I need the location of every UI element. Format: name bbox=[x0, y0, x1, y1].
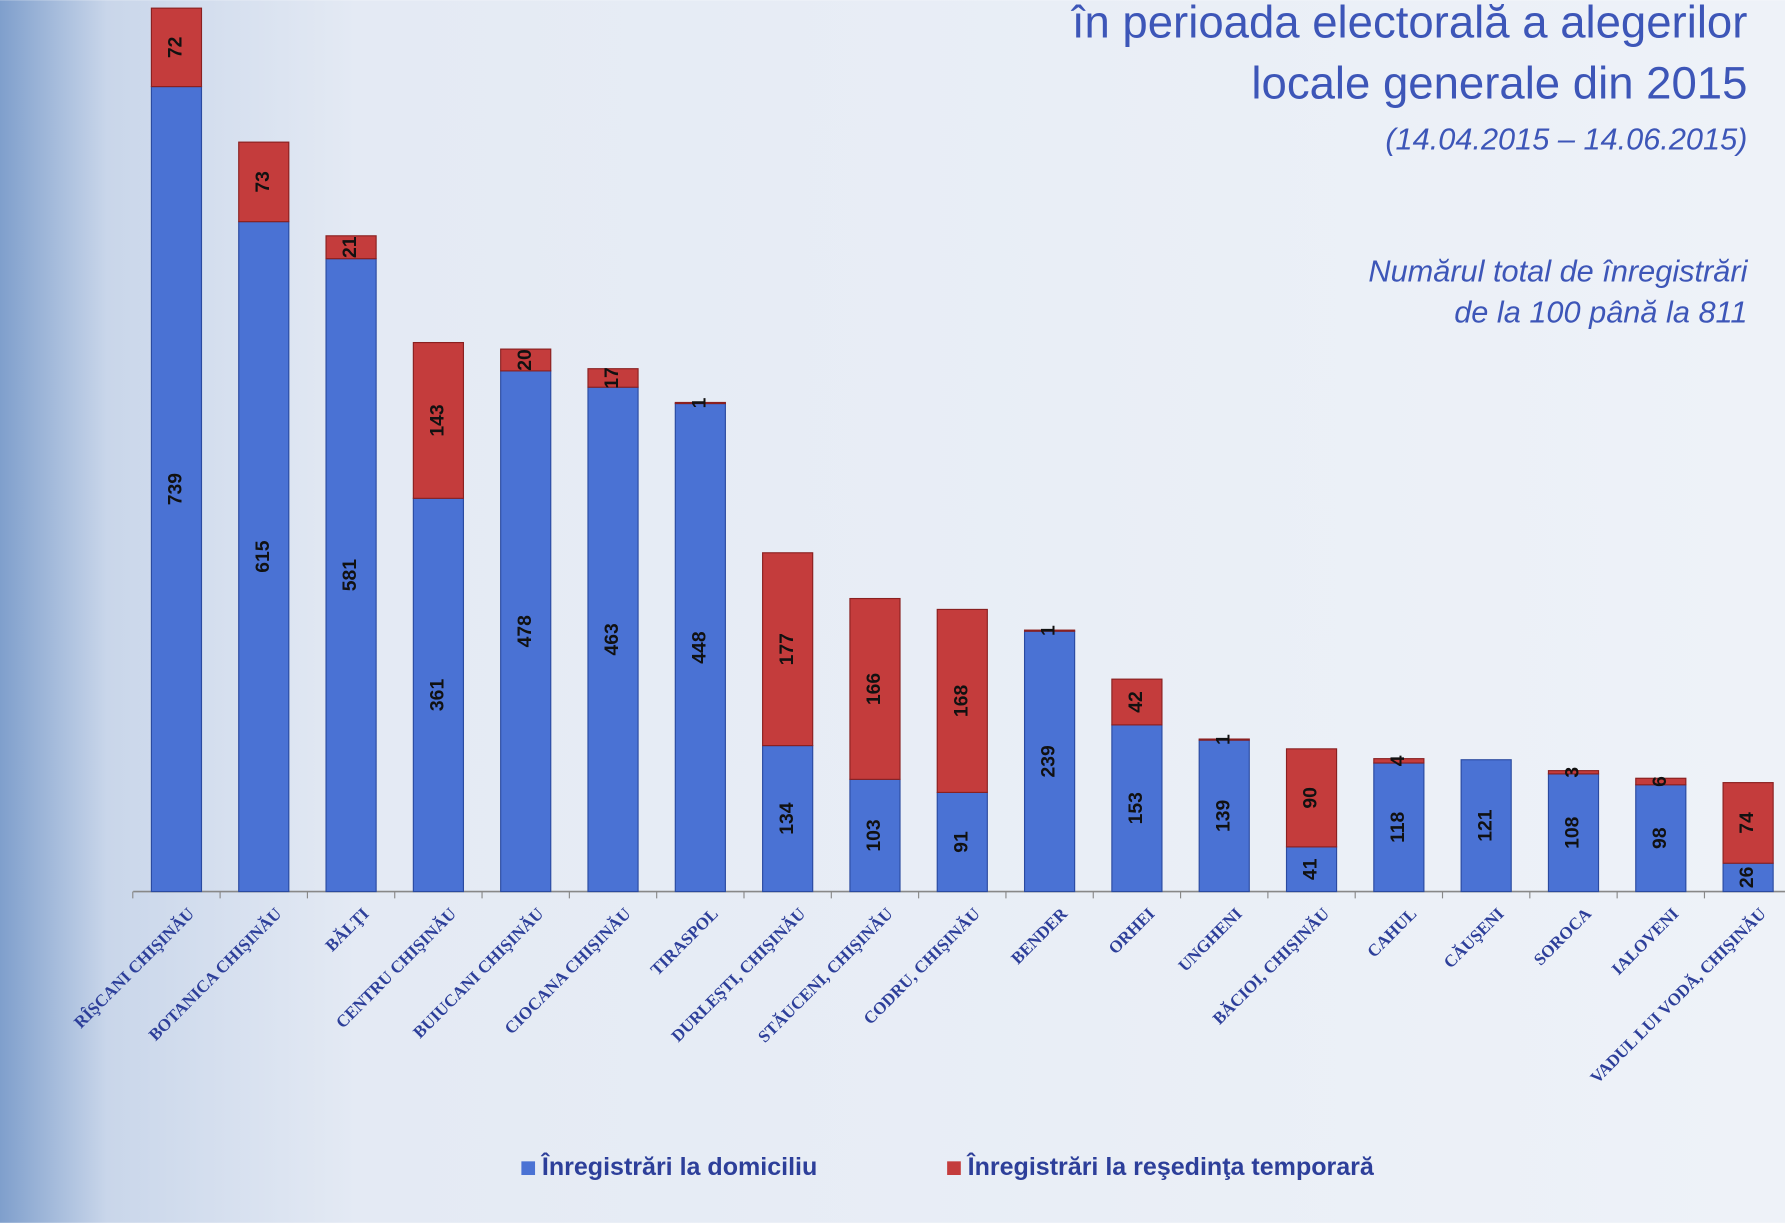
data-label: 168 bbox=[950, 685, 972, 718]
bar-segment bbox=[674, 401, 726, 405]
data-label: 177 bbox=[776, 633, 798, 665]
data-label: 98 bbox=[1649, 827, 1671, 849]
bar-segment bbox=[1285, 846, 1338, 893]
bar-segment bbox=[1373, 762, 1425, 893]
bar-segment bbox=[1373, 758, 1425, 764]
title-line: în perioada electorală a alegerilor bbox=[1071, 0, 1748, 47]
bar-segment bbox=[150, 7, 203, 88]
data-label: 21 bbox=[339, 236, 361, 258]
bar-segment bbox=[238, 141, 290, 223]
bar-segment bbox=[500, 348, 552, 372]
data-label: 121 bbox=[1474, 809, 1496, 842]
bar-segment bbox=[1023, 629, 1076, 632]
bar-segment bbox=[587, 368, 639, 388]
data-label: 166 bbox=[863, 673, 885, 706]
data-label: 73 bbox=[252, 171, 274, 193]
bar-segment bbox=[762, 745, 814, 893]
data-label: 17 bbox=[601, 367, 623, 389]
data-label: 615 bbox=[252, 540, 274, 573]
data-label: 1 bbox=[688, 397, 710, 408]
data-label: 4 bbox=[1387, 755, 1409, 766]
data-label: 1 bbox=[1212, 734, 1234, 745]
bar-segment bbox=[412, 341, 465, 499]
bar-segment bbox=[849, 778, 901, 893]
data-label: 139 bbox=[1212, 799, 1234, 832]
bar-segment bbox=[762, 552, 814, 747]
bar-segment bbox=[1198, 738, 1250, 741]
title-line: locale generale din 2015 bbox=[1251, 58, 1747, 109]
bar-segment bbox=[150, 86, 203, 893]
bar-segment bbox=[1635, 784, 1687, 893]
data-label: 739 bbox=[165, 473, 187, 506]
bar-segment bbox=[1198, 739, 1250, 893]
data-label: 361 bbox=[427, 679, 449, 712]
data-label: 91 bbox=[950, 831, 972, 853]
data-label: 143 bbox=[427, 404, 449, 437]
bar-segment bbox=[674, 402, 726, 893]
data-label: 239 bbox=[1038, 745, 1060, 778]
data-label: 153 bbox=[1125, 792, 1147, 825]
data-label: 3 bbox=[1562, 767, 1584, 778]
data-label: 581 bbox=[339, 559, 361, 592]
data-label: 134 bbox=[776, 802, 798, 835]
data-label: 72 bbox=[165, 37, 187, 59]
bar-segment bbox=[1285, 748, 1338, 848]
bar-segment bbox=[1635, 777, 1687, 786]
bar-segment bbox=[1547, 773, 1600, 893]
data-label: 6 bbox=[1649, 776, 1671, 787]
legend-swatch bbox=[521, 1161, 536, 1176]
bar-segment bbox=[325, 235, 377, 260]
legend-swatch bbox=[947, 1161, 961, 1176]
data-label: 1 bbox=[1038, 625, 1060, 636]
data-label: 118 bbox=[1387, 811, 1409, 842]
data-label: 463 bbox=[601, 623, 623, 656]
bar-segment bbox=[936, 608, 988, 793]
annotation: Numărul total de înregistrări bbox=[1368, 254, 1748, 289]
legend-label: Înregistrări la reşedinţa temporară bbox=[966, 1151, 1375, 1181]
bar-segment bbox=[1722, 862, 1774, 893]
bar-segment bbox=[936, 791, 988, 893]
data-label: 41 bbox=[1300, 858, 1322, 880]
bar-segment bbox=[849, 597, 901, 780]
bar-segment bbox=[412, 497, 465, 893]
data-label: 108 bbox=[1562, 816, 1584, 849]
subtitle: (14.04.2015 – 14.06.2015) bbox=[1385, 121, 1747, 156]
annotation: de la 100 până la 811 bbox=[1454, 295, 1747, 330]
bar-segment bbox=[1023, 630, 1076, 893]
data-label: 448 bbox=[688, 631, 710, 664]
bar-segment bbox=[238, 221, 290, 893]
data-label: 74 bbox=[1736, 812, 1758, 834]
data-label: 42 bbox=[1125, 691, 1147, 713]
data-label: 26 bbox=[1736, 866, 1758, 888]
bar-segment bbox=[1111, 678, 1163, 726]
bar-segment bbox=[500, 370, 552, 893]
bar-segment bbox=[1547, 770, 1600, 775]
data-label: 478 bbox=[514, 615, 536, 648]
bar-segment bbox=[1460, 759, 1512, 893]
bar-segment bbox=[1722, 782, 1774, 864]
data-label: 103 bbox=[863, 819, 885, 852]
bar-segment bbox=[587, 386, 639, 893]
legend-label: Înregistrări la domiciliu bbox=[540, 1151, 817, 1181]
bar-segment bbox=[325, 258, 377, 893]
data-label: 20 bbox=[514, 349, 536, 371]
data-label: 90 bbox=[1300, 787, 1322, 809]
